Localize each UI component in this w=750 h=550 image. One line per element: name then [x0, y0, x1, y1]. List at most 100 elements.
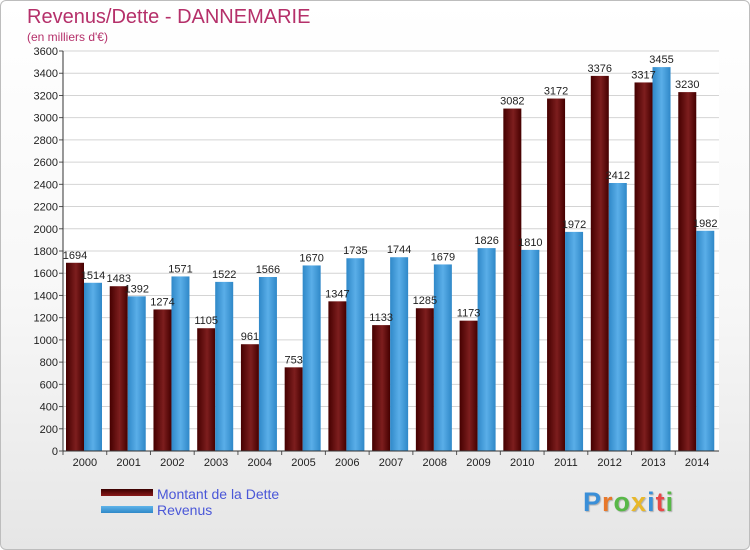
chart-title: Revenus/Dette - DANNEMARIE [27, 6, 311, 28]
x-tick-label: 2012 [597, 457, 621, 469]
logo-letter: x [631, 487, 648, 517]
data-label-dette: 3172 [544, 86, 568, 98]
y-tick-label: 3600 [34, 46, 58, 58]
bar-dette [547, 98, 566, 452]
x-tick-label: 2010 [510, 457, 534, 469]
bar-revenus [652, 67, 671, 451]
x-tick-label: 2000 [73, 457, 97, 469]
data-label-revenus: 1744 [387, 244, 411, 256]
y-tick-label: 2600 [34, 157, 58, 169]
data-label-revenus: 1735 [343, 245, 367, 257]
bar-dette [197, 328, 216, 451]
data-label-dette: 1173 [457, 308, 481, 320]
x-tick-label: 2001 [116, 457, 140, 469]
legend-label-revenus: Revenus [157, 502, 213, 518]
legend-swatch-dette [101, 489, 153, 496]
y-tick-label: 400 [40, 402, 58, 414]
data-label-dette: 3317 [631, 69, 655, 81]
y-tick-label: 1000 [34, 335, 58, 347]
data-label-dette: 1347 [325, 288, 349, 300]
data-label-dette: 3376 [588, 63, 612, 75]
bar-dette [109, 286, 128, 451]
data-label-dette: 1694 [63, 250, 87, 262]
data-label-dette: 753 [284, 354, 302, 366]
data-label-revenus: 1826 [474, 235, 498, 247]
y-tick-label: 3000 [34, 113, 58, 125]
y-tick-label: 1200 [34, 313, 58, 325]
x-tick-label: 2002 [160, 457, 184, 469]
x-tick-label: 2007 [379, 457, 403, 469]
chart-subtitle: (en milliers d'€) [27, 30, 108, 44]
y-tick-label: 2400 [34, 179, 58, 191]
data-label-dette: 961 [241, 331, 259, 343]
data-label-revenus: 1571 [168, 263, 192, 275]
bar-revenus [433, 264, 452, 451]
data-label-dette: 1274 [150, 296, 174, 308]
y-tick-label: 800 [40, 357, 58, 369]
x-tick-label: 2003 [204, 457, 228, 469]
legend-label-dette: Montant de la Dette [157, 486, 280, 502]
x-tick-label: 2005 [291, 457, 315, 469]
x-tick-label: 2014 [685, 457, 709, 469]
bar-dette [459, 320, 478, 451]
x-tick-label: 2013 [641, 457, 665, 469]
data-label-dette: 3230 [675, 79, 699, 91]
bar-dette [284, 367, 303, 451]
bar-dette [503, 108, 522, 452]
data-label-dette: 3082 [500, 96, 524, 108]
bar-revenus [608, 183, 627, 451]
bar-dette [240, 344, 259, 451]
data-label-revenus: 1522 [212, 269, 236, 281]
data-label-revenus: 1679 [431, 251, 455, 263]
bar-dette [66, 262, 84, 451]
y-tick-label: 2800 [34, 135, 58, 147]
bar-revenus [477, 248, 496, 451]
y-tick-label: 2200 [34, 202, 58, 214]
data-label-revenus: 1392 [124, 283, 148, 295]
logo-letter: t [655, 487, 666, 517]
data-label-dette: 1483 [106, 273, 130, 285]
data-label-revenus: 1810 [518, 237, 542, 249]
bar-revenus [215, 281, 234, 451]
proxiti-logo: Proxiti [583, 487, 674, 518]
x-tick-label: 2011 [554, 457, 578, 469]
data-label-dette: 1285 [413, 295, 437, 307]
bar-revenus [521, 249, 540, 451]
logo-letter: i [647, 487, 656, 517]
y-tick-label: 600 [40, 379, 58, 391]
bar-dette [590, 75, 609, 451]
x-tick-label: 2009 [466, 457, 490, 469]
bar-dette [328, 301, 347, 451]
bar-dette [372, 325, 391, 451]
bar-revenus [84, 282, 102, 451]
y-tick-label: 3200 [34, 90, 58, 102]
bar-dette [634, 82, 653, 451]
y-tick-label: 1600 [34, 268, 58, 280]
data-label-revenus: 1514 [81, 270, 105, 282]
y-tick-label: 1400 [34, 290, 58, 302]
x-tick-label: 2008 [422, 457, 446, 469]
data-label-revenus: 3455 [649, 54, 673, 66]
bar-revenus [171, 276, 190, 451]
y-tick-label: 3400 [34, 68, 58, 80]
bar-revenus [390, 257, 409, 451]
logo-letter: r [602, 487, 614, 517]
bar-revenus [258, 277, 277, 451]
data-label-revenus: 2412 [606, 170, 630, 182]
legend-swatch-revenus [101, 506, 153, 513]
y-tick-label: 2000 [34, 224, 58, 236]
bar-revenus [127, 296, 146, 451]
logo-letter: o [613, 487, 632, 517]
y-tick-label: 200 [40, 424, 58, 436]
data-label-revenus: 1972 [562, 219, 586, 231]
bar-revenus [696, 230, 715, 451]
logo-letter: P [583, 487, 603, 517]
data-label-revenus: 1982 [693, 218, 717, 230]
bar-dette [678, 92, 697, 451]
data-label-revenus: 1670 [299, 252, 323, 264]
data-label-dette: 1105 [194, 315, 218, 327]
bar-revenus [302, 265, 321, 451]
x-tick-label: 2004 [248, 457, 272, 469]
